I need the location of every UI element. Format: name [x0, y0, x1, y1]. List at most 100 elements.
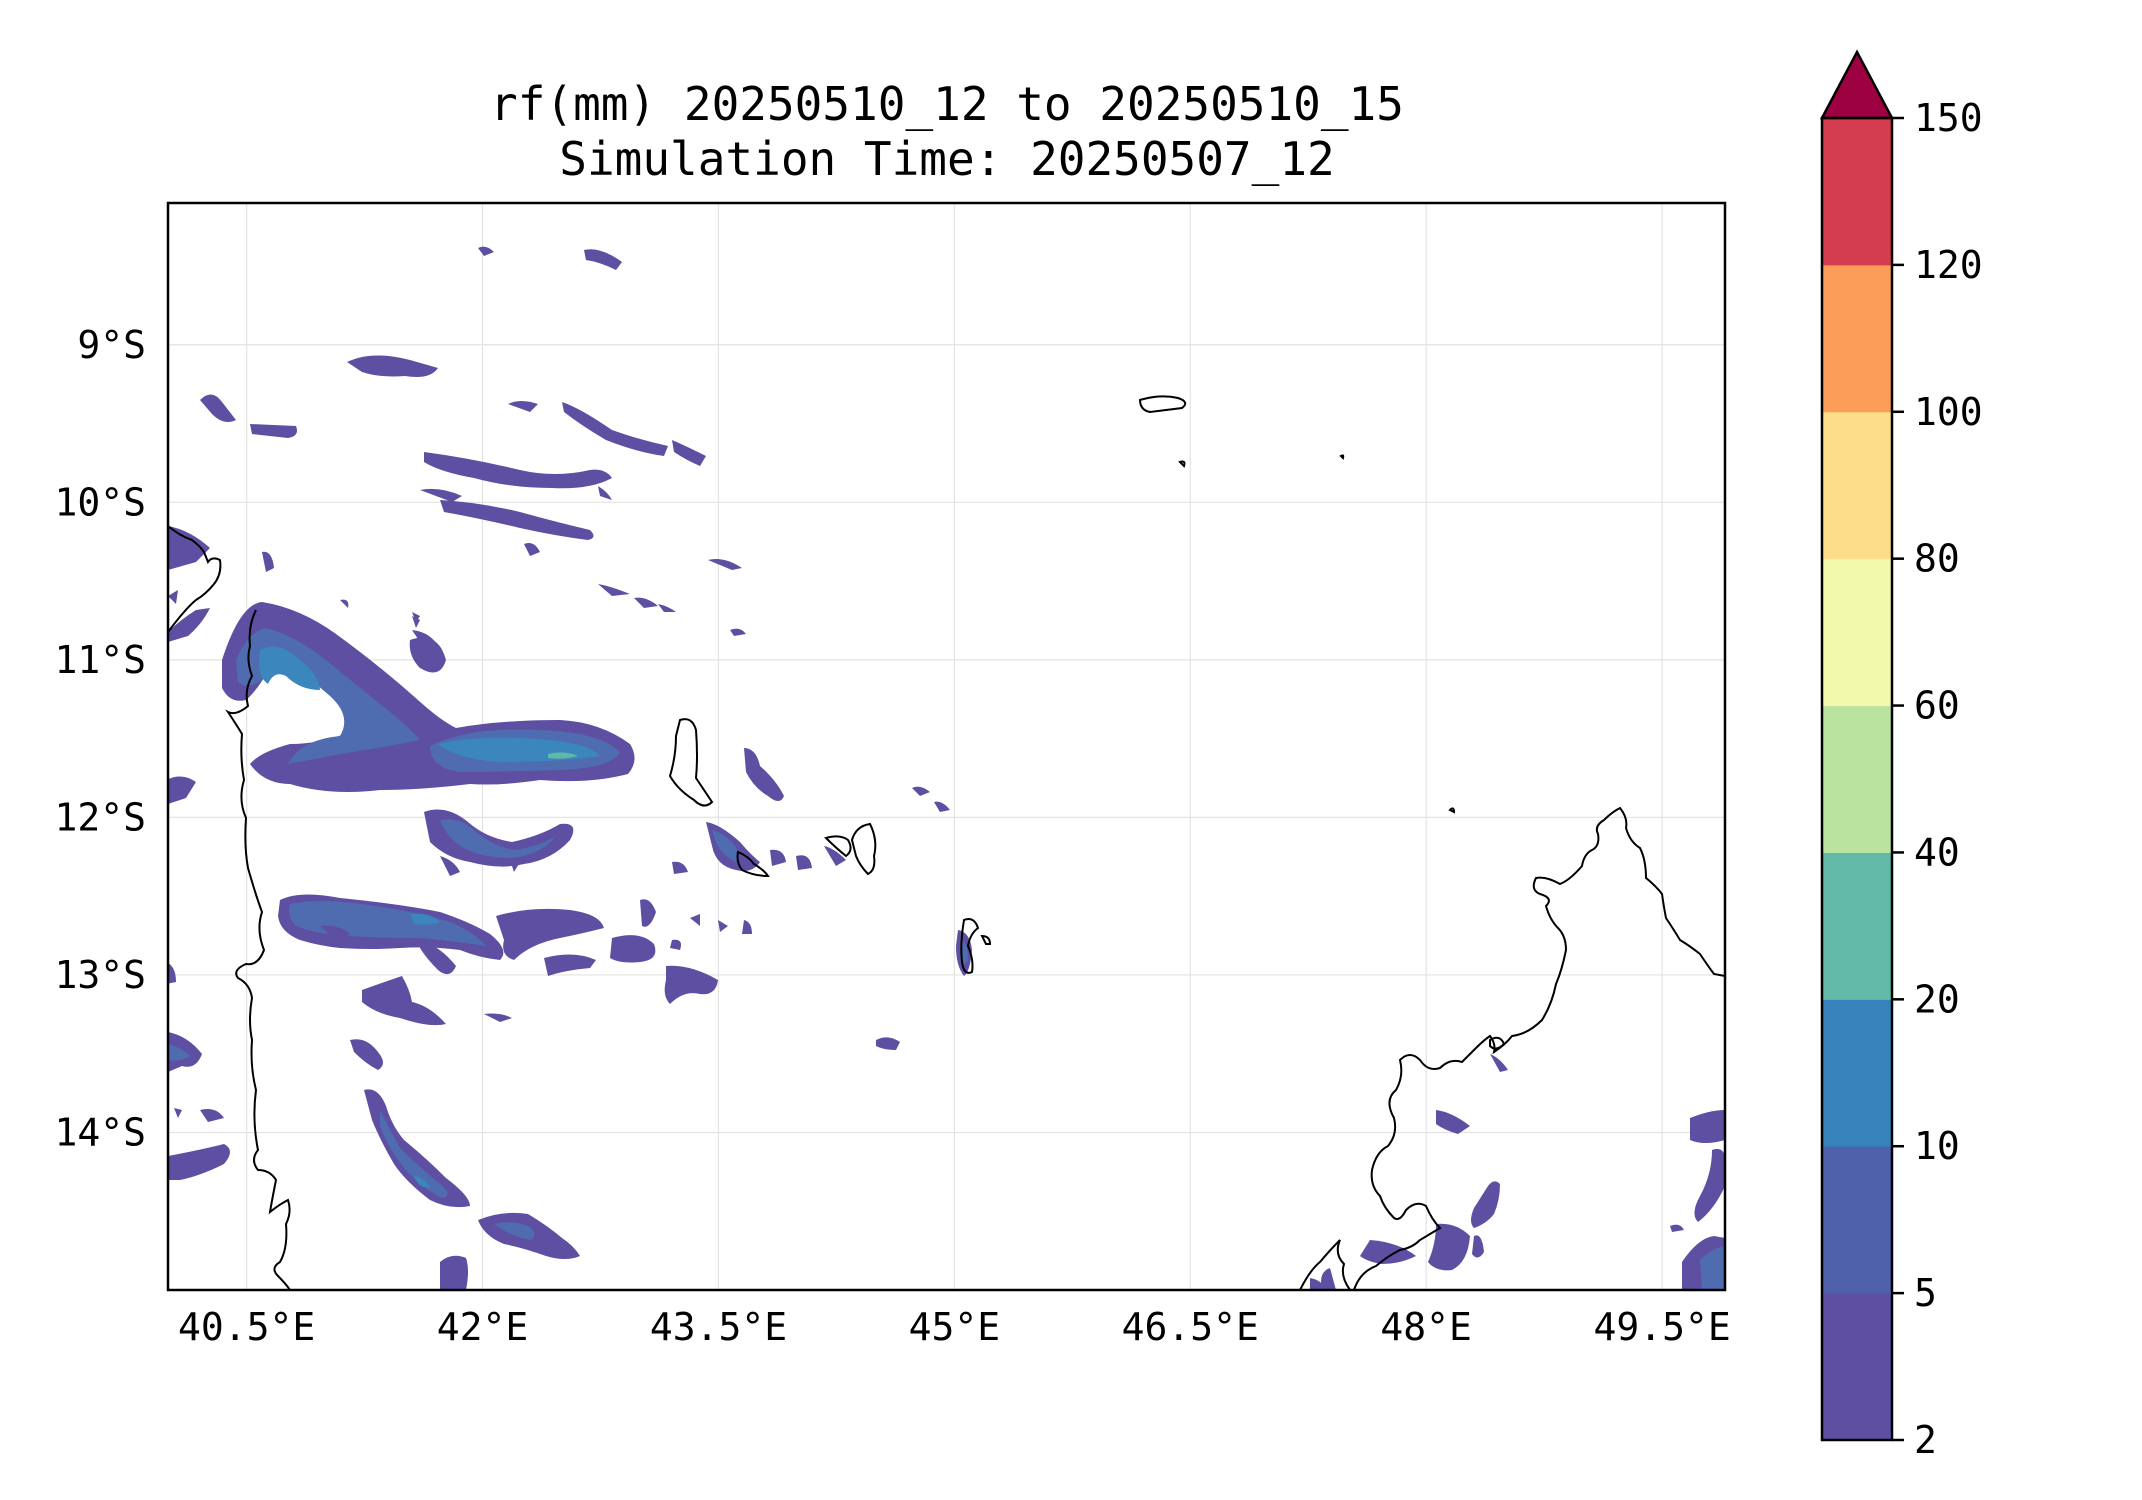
colorbar-tick-label: 10 — [1914, 1124, 1960, 1168]
x-tick-label: 42°E — [437, 1305, 529, 1349]
rain-patch — [380, 1110, 448, 1198]
rain-patch — [424, 452, 612, 489]
colorbar-segment — [1822, 852, 1892, 1000]
colorbar-tick-label: 120 — [1914, 243, 1983, 287]
x-tick-label: 49.5°E — [1593, 1305, 1730, 1349]
y-tick-label: 14°S — [54, 1110, 146, 1154]
rain-patch — [1471, 1181, 1500, 1228]
colorbar-extend-arrow — [1819, 49, 1895, 120]
rain-patch — [350, 1039, 383, 1070]
rain-patch — [364, 1089, 470, 1208]
rain-patch — [508, 401, 538, 412]
x-tick-label: 48°E — [1380, 1305, 1472, 1349]
colorbar-tick-label: 20 — [1914, 977, 1960, 1021]
rain-patch — [168, 776, 196, 804]
rain-patch — [708, 559, 742, 570]
rain-patch — [770, 849, 786, 866]
y-axis-ticks: 9°S 10°S 11°S 12°S 13°S 14°S — [54, 323, 146, 1155]
rain-patch — [362, 976, 446, 1026]
rain-patch — [690, 914, 700, 926]
x-tick-label: 45°E — [909, 1305, 1001, 1349]
rain-patch — [420, 488, 462, 502]
rain-patch — [1490, 1054, 1508, 1072]
rain-patch — [440, 1255, 468, 1290]
rain-patch — [658, 604, 676, 612]
rain-patch — [824, 846, 846, 866]
rain-patch — [200, 394, 236, 422]
rain-patch — [562, 402, 668, 456]
rain-patch — [934, 801, 950, 812]
x-axis-ticks: 40.5°E 42°E 43.5°E 45°E 46.5°E 48°E 49.5°E — [178, 1305, 1731, 1349]
colorbar-tick-label: 5 — [1914, 1271, 1937, 1315]
rain-patch — [876, 1037, 900, 1050]
rain-patch — [548, 752, 578, 759]
rain-patch — [347, 355, 438, 377]
rain-patch — [484, 1013, 512, 1022]
rain-patch — [262, 551, 274, 572]
rain-patch — [320, 925, 350, 942]
map-frame — [166, 201, 1727, 1292]
y-tick-label: 11°S — [54, 638, 146, 682]
rain-patch — [672, 861, 688, 874]
colorbar-segment — [1822, 1146, 1892, 1294]
y-tick-label: 9°S — [77, 323, 146, 367]
rain-patch — [440, 856, 460, 876]
colorbar-segment — [1822, 411, 1892, 560]
rain-patch — [496, 908, 604, 960]
rain-patch — [1360, 1240, 1416, 1264]
colorbar-frame — [1820, 116, 1894, 1442]
rain-patch — [409, 637, 446, 673]
colorbar-segment — [1822, 705, 1892, 853]
rain-patch — [610, 935, 656, 963]
rain-patch — [584, 249, 622, 270]
rain-patch — [1690, 1110, 1725, 1143]
rain-patch — [758, 780, 770, 790]
rain-patch — [340, 599, 349, 608]
rain-patch — [494, 1222, 535, 1240]
rain-patch — [250, 424, 297, 438]
colorbar-tick-label: 60 — [1914, 684, 1960, 728]
x-tick-label: 46.5°E — [1122, 1305, 1259, 1349]
rain-patch — [236, 628, 420, 764]
y-tick-label: 10°S — [54, 480, 146, 524]
rain-patch — [730, 628, 746, 636]
rain-patch — [420, 940, 456, 975]
rain-patch — [1700, 1246, 1725, 1290]
colorbar-tick-label: 2 — [1914, 1418, 1937, 1462]
rain-patch — [259, 646, 320, 690]
rain-patch — [1321, 1268, 1336, 1290]
rain-patch — [796, 855, 812, 870]
rain-patch — [410, 913, 440, 925]
colorbar-tick-label: 80 — [1914, 537, 1960, 581]
rain-patch — [168, 963, 176, 984]
x-tick-label: 40.5°E — [178, 1305, 315, 1349]
rain-patch — [912, 786, 930, 796]
rain-patch — [1670, 1224, 1684, 1232]
rain-patch — [1436, 1110, 1470, 1134]
rain-patch — [544, 954, 596, 976]
colorbar-segment — [1822, 264, 1892, 413]
colorbar-tick-label: 100 — [1914, 390, 1983, 434]
rain-patch — [200, 1109, 224, 1122]
rain-patch — [510, 860, 520, 872]
rain-patch — [1694, 1148, 1725, 1222]
rain-patch — [440, 500, 594, 540]
rain-patch — [174, 1108, 182, 1118]
rain-patch — [414, 1176, 430, 1188]
rain-patch — [598, 486, 612, 500]
rain-patch — [168, 608, 210, 642]
rain-patch — [598, 584, 630, 596]
rain-patch — [524, 543, 540, 556]
colorbar-tick-label: 150 — [1914, 96, 1983, 140]
rain-patch — [168, 1144, 230, 1180]
rain-patch — [478, 246, 494, 256]
rain-patch — [718, 920, 728, 932]
rain-patch — [670, 939, 681, 950]
rain-patch — [168, 590, 178, 604]
rain-patch — [440, 819, 556, 858]
rain-patch — [742, 920, 752, 934]
colorbar-segment — [1822, 118, 1892, 266]
rain-patch — [412, 612, 420, 622]
coastlines — [168, 395, 1725, 1290]
y-tick-label: 12°S — [54, 795, 146, 839]
